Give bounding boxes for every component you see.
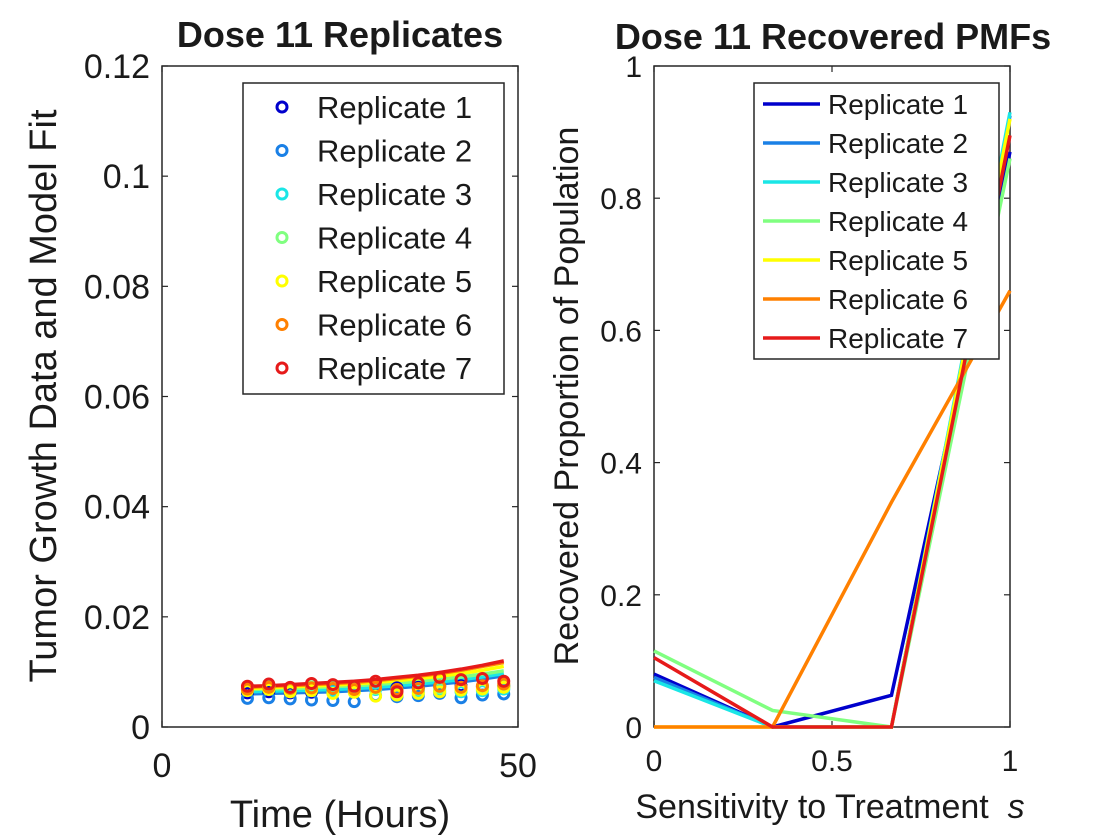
legend-label: Replicate 5 — [317, 264, 472, 299]
pmf-line — [653, 158, 1012, 729]
y-axis-label: Tumor Growth Data and Model Fit — [23, 109, 65, 682]
legend-label: Replicate 1 — [828, 89, 968, 120]
y-tick-label: 0.8 — [600, 183, 642, 216]
data-point — [305, 681, 319, 695]
legend-label: Replicate 3 — [317, 177, 472, 212]
chart-replicates: 0 0.02 0.04 0.06 0.08 0.1 0.12 0 50 Dose 11 Repli… — [23, 14, 537, 836]
legend-label: Replicate 3 — [828, 167, 968, 198]
data-point — [475, 672, 489, 686]
pmf-line — [653, 135, 1012, 729]
y-tick-label: 0.2 — [600, 580, 642, 613]
y-tick-label: 0.4 — [600, 448, 642, 481]
legend-label: Replicate 7 — [828, 323, 968, 354]
legend-marker — [275, 274, 289, 288]
legend-label: Replicate 1 — [317, 90, 472, 125]
data-point — [347, 679, 361, 693]
data-point — [497, 674, 511, 688]
x-axis-label-symbol: s — [1008, 788, 1025, 826]
y-tick-label: 0.06 — [84, 379, 150, 417]
legend-marker — [275, 318, 289, 331]
y-tick-label: 1 — [625, 51, 642, 84]
data-point — [240, 679, 254, 693]
legend-marker — [275, 187, 289, 201]
x-axis-label: Sensitivity to Treatment s — [635, 788, 1024, 826]
legend-label: Replicate 2 — [828, 128, 968, 159]
x-tick-label: 0.5 — [811, 745, 853, 778]
x-axis-label-text: Sensitivity to Treatment — [635, 788, 1007, 826]
y-axis-label: Recovered Proportion of Population — [548, 127, 586, 666]
y-tick-label: 0.02 — [84, 599, 150, 637]
data-point — [369, 674, 383, 688]
data-point — [369, 680, 383, 694]
data-point — [326, 678, 340, 692]
y-tick-label: 0.1 — [103, 158, 150, 196]
legend-marker — [275, 144, 289, 157]
chart-title: Dose 11 Recovered PMFs — [615, 16, 1051, 57]
chart-title: Dose 11 Replicates — [177, 14, 503, 55]
legend-marker — [275, 231, 289, 244]
legend-label: Replicate 2 — [317, 134, 472, 169]
data-point — [390, 685, 404, 699]
x-tick-label: 50 — [499, 747, 537, 785]
legend-label: Replicate 6 — [317, 308, 472, 343]
legend-label: Replicate 4 — [828, 206, 968, 237]
legend-label: Replicate 4 — [317, 221, 472, 256]
legend-label: Replicate 5 — [828, 245, 968, 276]
data-point — [411, 681, 425, 695]
y-tick-label: 0 — [625, 712, 642, 745]
legend-marker — [275, 100, 289, 114]
data-point — [454, 680, 468, 694]
legend-label: Replicate 7 — [317, 351, 472, 386]
data-point — [283, 680, 297, 694]
pmf-line — [654, 289, 1012, 729]
x-tick-label: 1 — [1002, 745, 1019, 778]
x-tick-label: 0 — [646, 745, 663, 778]
legend-label: Replicate 6 — [828, 284, 968, 315]
x-tick-label: 0 — [153, 747, 172, 785]
x-axis-label: Time (Hours) — [230, 794, 450, 836]
y-tick-label: 0.12 — [84, 48, 150, 86]
y-tick-label: 0 — [131, 709, 150, 747]
data-point — [433, 685, 447, 699]
y-tick-label: 0.08 — [84, 268, 150, 306]
data-point — [305, 676, 319, 690]
data-point — [411, 676, 425, 690]
y-tick-label: 0.04 — [84, 489, 150, 527]
y-tick-label: 0.6 — [600, 315, 642, 348]
data-point — [454, 673, 468, 687]
data-point — [433, 670, 447, 684]
data-point — [262, 677, 276, 691]
legend-marker — [275, 361, 289, 375]
data-point — [475, 679, 489, 693]
